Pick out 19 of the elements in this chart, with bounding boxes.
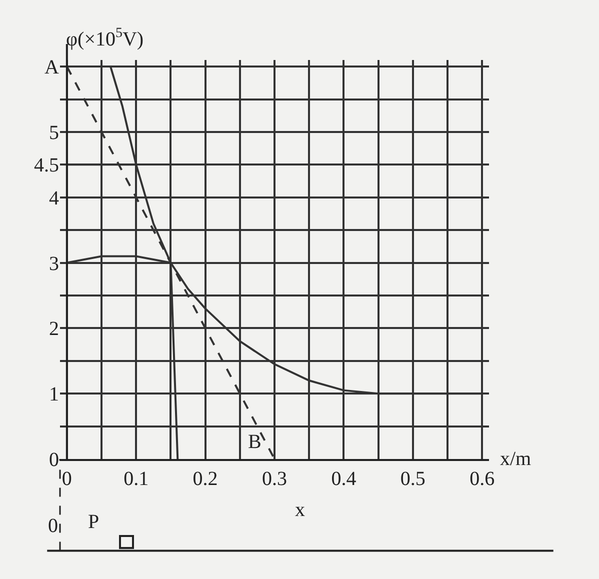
x-tick-label: 0.2 bbox=[192, 468, 218, 490]
x-tick-label: 0.6 bbox=[470, 468, 495, 490]
y-tick-label: 1 bbox=[49, 384, 59, 406]
x-tick-label: 0.3 bbox=[262, 468, 287, 490]
annotation: B bbox=[248, 431, 262, 453]
x-axis-title: x/m bbox=[500, 448, 532, 470]
y-tick-label: A bbox=[44, 56, 60, 79]
text: P bbox=[88, 511, 100, 533]
x-tick-label: 0.1 bbox=[124, 468, 149, 490]
y-tick-label: 0 bbox=[49, 449, 59, 471]
y-tick-label: 3 bbox=[49, 252, 59, 275]
text: x bbox=[295, 499, 305, 521]
y-axis-title: φ(×10$^{5}$V) bbox=[66, 26, 144, 50]
y-tick-label: 5 bbox=[49, 122, 59, 144]
y-tick-label: 4 bbox=[49, 187, 59, 210]
y-tick-label: 2 bbox=[49, 318, 59, 340]
y-tick-label: 4.5 bbox=[34, 154, 59, 177]
x-tick-label: 0.4 bbox=[331, 468, 356, 490]
x-tick-label: 0.5 bbox=[400, 468, 426, 490]
